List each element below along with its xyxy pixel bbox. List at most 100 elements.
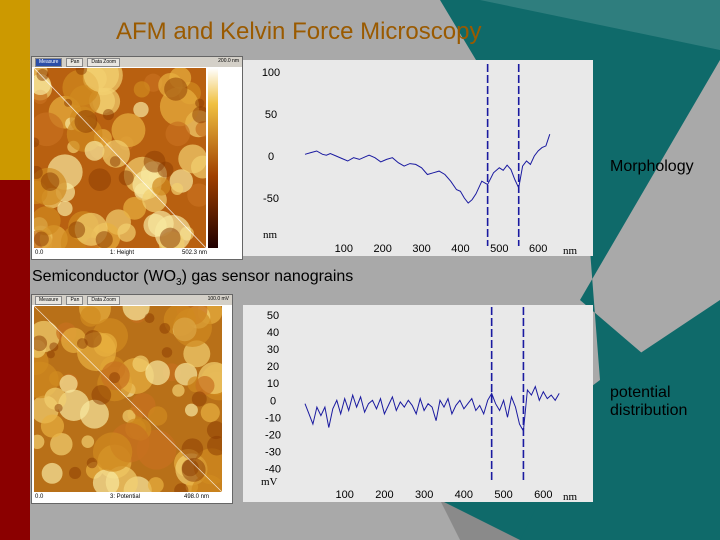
afm-height-image (34, 68, 206, 248)
profile-line (304, 385, 560, 433)
grain (44, 387, 67, 410)
x-tick-label: 200 (374, 243, 392, 255)
grain-shadow (206, 421, 222, 440)
grain-shadow (88, 168, 112, 191)
grain (59, 374, 78, 393)
grain (172, 384, 185, 397)
range-readout: 100.0 mV (207, 296, 229, 302)
status-channel: 1: Height (110, 250, 135, 256)
y-tick-label: 0 (270, 395, 276, 407)
data-zoom-button[interactable]: Data Zoom (87, 295, 121, 305)
x-tick-label: 200 (375, 489, 393, 501)
grain (122, 306, 150, 321)
afm-toolbar: Measure Pan Data Zoom 200.0 nm (32, 57, 242, 67)
grain (145, 360, 170, 386)
status-size: 498.0 nm (184, 494, 210, 500)
sensor-caption: Semiconductor (WO3) gas sensor nanograin… (32, 268, 353, 288)
grain (143, 213, 167, 238)
grain (178, 144, 206, 174)
afm-toolbar: Measure Pan Data Zoom 100.0 mV (32, 295, 232, 305)
x-tick-label: 300 (412, 243, 430, 255)
grain-shadow (46, 350, 55, 359)
grain (50, 432, 73, 456)
potential-label-line2: distribution (610, 402, 688, 419)
potential-profile-chart: 50 40 30 20 10 0 -10 -20 -30 -40 100 200 300 400 500 60… (243, 305, 593, 502)
grain-shadow (159, 227, 181, 248)
potential-label: potential distribution (610, 384, 687, 420)
grain (195, 121, 206, 137)
afm-height-window: Measure Pan Data Zoom 200.0 nm 0.0 1: He… (31, 56, 243, 260)
pan-button[interactable]: Pan (66, 295, 84, 305)
grain-shadow (34, 165, 43, 180)
grain-shadow (161, 347, 173, 358)
grain (117, 223, 136, 242)
grain (111, 113, 146, 148)
grain-shadow (84, 330, 102, 348)
status-start: 0.0 (35, 250, 44, 256)
grain (84, 140, 105, 161)
y-tick-label: 50 (267, 310, 279, 322)
status-size: 502.3 nm (182, 250, 208, 256)
grain (152, 177, 171, 196)
caption-subscript: 3 (176, 277, 182, 289)
grain-shadow (159, 323, 171, 334)
pan-button[interactable]: Pan (66, 57, 84, 67)
measure-button[interactable]: Measure (35, 57, 63, 67)
data-zoom-button[interactable]: Data Zoom (87, 57, 121, 67)
x-tick-label: 300 (415, 489, 433, 501)
y-tick-label: -50 (263, 193, 279, 205)
grain (132, 355, 149, 372)
afm-statusbar: 0.0 1: Height 502.3 nm (32, 249, 242, 259)
caption-text: Semiconductor (WO (32, 268, 177, 285)
y-tick-label: 30 (267, 344, 279, 356)
y-tick-label: 0 (268, 151, 274, 163)
grain (34, 434, 45, 449)
status-start: 0.0 (35, 494, 44, 500)
grain (81, 435, 95, 448)
grain-shadow (207, 435, 222, 456)
gold-stripe (0, 0, 30, 180)
grain (200, 403, 220, 423)
grain-shadow (34, 231, 49, 247)
grain-shadow (95, 231, 113, 248)
grain (92, 469, 120, 492)
grain-shadow (49, 342, 59, 352)
x-tick-label: 500 (494, 489, 512, 501)
x-tick-label: 100 (335, 243, 353, 255)
grain-shadow (86, 457, 98, 469)
grain (147, 477, 164, 492)
grain (165, 121, 191, 147)
y-tick-label: 10 (267, 378, 279, 390)
grain-shadow (64, 98, 73, 107)
grain-shadow (77, 338, 88, 349)
grain-shadow (54, 403, 63, 413)
grain-shadow (34, 335, 48, 352)
y-tick-label: 50 (265, 109, 277, 121)
grain (40, 414, 65, 438)
grain (34, 112, 64, 147)
y-tick-label: 20 (267, 361, 279, 373)
y-tick-label: 100 (262, 67, 280, 79)
grain-shadow (195, 98, 205, 108)
y-unit-label: nm (263, 229, 278, 241)
grain-shadow (181, 457, 206, 482)
grain-shadow (192, 106, 206, 124)
y-unit-label: mV (261, 476, 278, 488)
x-tick-label: 100 (336, 489, 354, 501)
y-tick-label: -30 (265, 446, 281, 458)
x-tick-label: 400 (455, 489, 473, 501)
x-tick-label: 600 (529, 243, 547, 255)
grain (41, 462, 63, 484)
x-tick-label: 600 (534, 489, 552, 501)
x-unit-label: nm (563, 491, 578, 502)
grain-shadow (109, 156, 121, 167)
grain (133, 81, 150, 98)
measure-button[interactable]: Measure (35, 295, 63, 305)
x-tick-label: 400 (451, 243, 469, 255)
grain-shadow (191, 391, 207, 407)
range-readout: 200.0 nm (218, 58, 239, 64)
grain (133, 101, 149, 118)
grain-shadow (174, 483, 189, 492)
x-tick-label: 500 (490, 243, 508, 255)
